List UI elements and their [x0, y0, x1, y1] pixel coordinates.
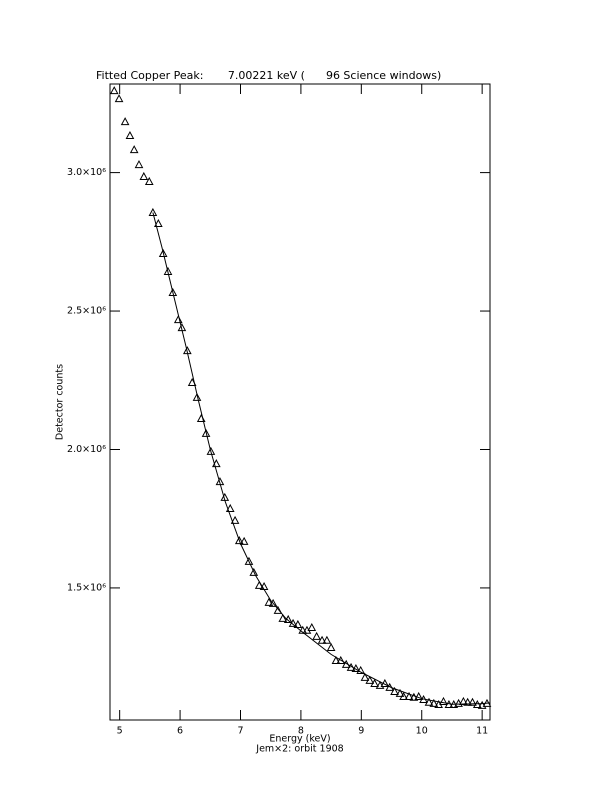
- data-point: [360, 672, 370, 681]
- x-tick-label: 6: [177, 726, 183, 737]
- subtitle: Jem×2: orbit 1908: [255, 744, 343, 755]
- x-tick-label: 10: [416, 726, 428, 737]
- chart-title: Fitted Copper Peak: 7.00221 keV ( 96 Sci…: [96, 69, 441, 82]
- data-point: [404, 691, 414, 700]
- data-point: [293, 619, 303, 628]
- data-point: [173, 315, 183, 324]
- data-point: [163, 266, 173, 275]
- data-point: [158, 248, 168, 257]
- x-axis-label: Energy (keV): [269, 734, 330, 745]
- data-point: [168, 287, 178, 296]
- data-point: [114, 94, 124, 103]
- y-tick-label: 2.5×10⁶: [67, 306, 106, 317]
- data-point: [225, 503, 235, 512]
- data-point: [365, 675, 375, 684]
- y-axis-label: Detector counts: [55, 364, 66, 440]
- data-point: [264, 597, 274, 606]
- y-tick-label: 3.0×10⁶: [67, 167, 106, 178]
- data-point: [148, 207, 158, 216]
- data-point: [399, 691, 408, 700]
- data-point: [201, 428, 211, 437]
- data-point: [268, 598, 278, 607]
- data-point: [283, 614, 293, 623]
- plot-frame: [109, 83, 491, 721]
- data-point: [331, 655, 341, 664]
- fit-line: [152, 212, 491, 705]
- data-point: [414, 691, 424, 700]
- y-tick-label: 2.0×10⁶: [67, 444, 106, 455]
- data-point: [192, 392, 202, 401]
- x-tick-label: 8: [298, 726, 304, 737]
- data-point: [249, 567, 259, 576]
- data-point: [278, 613, 288, 622]
- x-tick-label: 9: [358, 726, 364, 737]
- data-point: [125, 130, 135, 139]
- data-point: [370, 678, 379, 687]
- data-point: [234, 536, 244, 545]
- data-point: [390, 686, 399, 695]
- data-point: [439, 696, 448, 705]
- data-point: [307, 622, 317, 632]
- x-tick-label: 11: [476, 726, 488, 737]
- data-point: [409, 692, 419, 701]
- x-tick-label: 7: [237, 726, 243, 737]
- data-point: [317, 635, 327, 644]
- data-point: [312, 631, 321, 640]
- data-point: [273, 605, 283, 614]
- data-point: [109, 86, 119, 95]
- data-point: [424, 697, 434, 706]
- data-point: [336, 655, 346, 664]
- data-point: [244, 556, 254, 565]
- data-point: [230, 515, 240, 524]
- data-point: [322, 635, 332, 644]
- data-point: [139, 171, 149, 180]
- x-tick-label: 5: [117, 726, 123, 737]
- y-tick-label: 1.5×10⁶: [67, 582, 106, 593]
- data-point: [153, 218, 163, 228]
- data-point: [326, 642, 336, 651]
- data-point: [134, 160, 144, 169]
- data-point: [468, 697, 477, 706]
- data-point: [120, 117, 130, 126]
- data-point: [356, 665, 366, 674]
- data-point: [463, 697, 472, 706]
- data-point: [298, 625, 308, 634]
- data-point: [129, 145, 139, 154]
- data-point: [144, 176, 154, 185]
- data-point: [206, 446, 216, 455]
- data-point: [429, 698, 439, 707]
- data-point: [395, 688, 405, 697]
- data-point: [239, 536, 249, 545]
